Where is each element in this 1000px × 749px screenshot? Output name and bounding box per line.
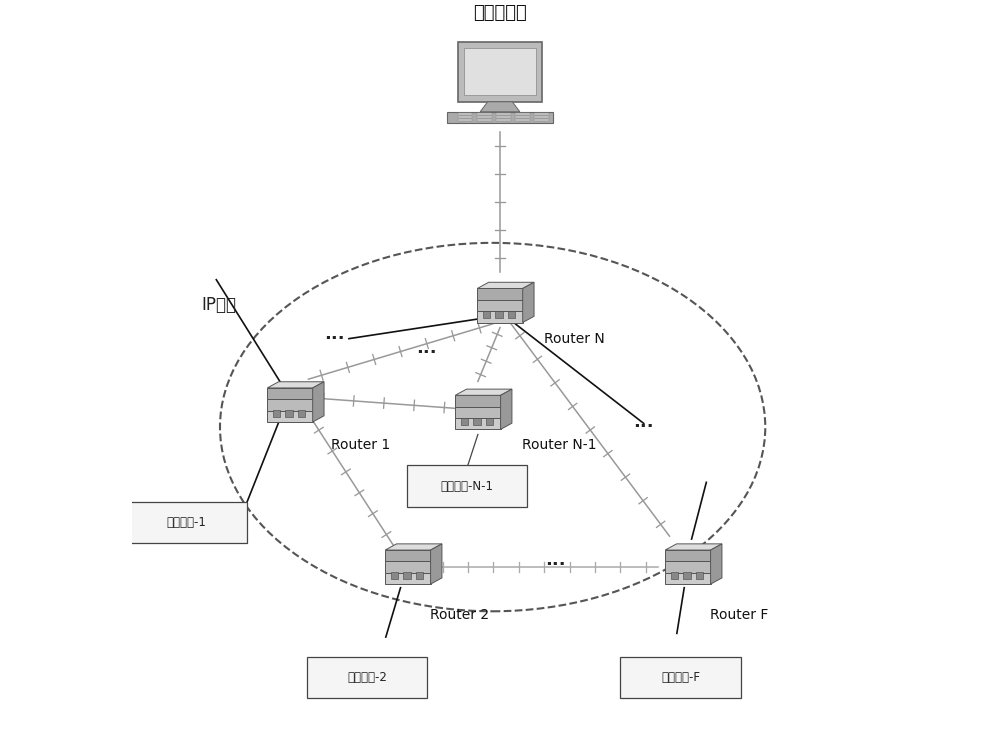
- Polygon shape: [711, 544, 722, 584]
- FancyBboxPatch shape: [696, 572, 703, 579]
- Text: IP网络: IP网络: [202, 297, 237, 315]
- FancyBboxPatch shape: [385, 550, 431, 562]
- FancyBboxPatch shape: [464, 48, 536, 95]
- Polygon shape: [313, 382, 324, 422]
- FancyBboxPatch shape: [477, 113, 492, 115]
- FancyBboxPatch shape: [671, 572, 678, 579]
- FancyBboxPatch shape: [385, 562, 431, 573]
- Polygon shape: [480, 102, 520, 112]
- FancyBboxPatch shape: [665, 573, 711, 584]
- FancyBboxPatch shape: [486, 418, 493, 425]
- Text: 测量控制台: 测量控制台: [473, 4, 527, 22]
- FancyBboxPatch shape: [496, 113, 511, 115]
- Text: ···: ···: [324, 330, 345, 348]
- FancyBboxPatch shape: [508, 311, 515, 318]
- FancyBboxPatch shape: [683, 572, 691, 579]
- FancyBboxPatch shape: [298, 410, 305, 417]
- FancyBboxPatch shape: [273, 410, 280, 417]
- Polygon shape: [431, 544, 442, 584]
- FancyBboxPatch shape: [483, 311, 490, 318]
- FancyBboxPatch shape: [385, 573, 431, 584]
- FancyBboxPatch shape: [285, 410, 293, 417]
- FancyBboxPatch shape: [447, 112, 553, 123]
- Polygon shape: [501, 389, 512, 429]
- FancyBboxPatch shape: [665, 550, 711, 562]
- FancyBboxPatch shape: [455, 418, 501, 429]
- FancyBboxPatch shape: [267, 410, 313, 422]
- Text: ···: ···: [416, 345, 437, 363]
- FancyBboxPatch shape: [458, 116, 472, 118]
- FancyBboxPatch shape: [477, 116, 492, 118]
- Text: ···: ···: [633, 418, 654, 436]
- FancyBboxPatch shape: [495, 311, 503, 318]
- FancyBboxPatch shape: [534, 119, 549, 121]
- FancyBboxPatch shape: [515, 113, 530, 115]
- FancyBboxPatch shape: [515, 116, 530, 118]
- FancyBboxPatch shape: [477, 300, 523, 311]
- Text: 测量探针-F: 测量探针-F: [661, 671, 700, 684]
- FancyBboxPatch shape: [455, 407, 501, 418]
- FancyBboxPatch shape: [403, 572, 411, 579]
- FancyBboxPatch shape: [307, 657, 427, 698]
- FancyBboxPatch shape: [515, 119, 530, 121]
- FancyBboxPatch shape: [267, 388, 313, 399]
- Text: 测量探针-N-1: 测量探针-N-1: [440, 479, 493, 493]
- FancyBboxPatch shape: [458, 42, 542, 102]
- Polygon shape: [523, 282, 534, 323]
- Text: 测量探针-2: 测量探针-2: [347, 671, 387, 684]
- Polygon shape: [267, 382, 324, 388]
- Text: Router N: Router N: [544, 332, 605, 345]
- FancyBboxPatch shape: [461, 418, 468, 425]
- FancyBboxPatch shape: [496, 119, 511, 121]
- Text: Router F: Router F: [710, 608, 768, 622]
- FancyBboxPatch shape: [416, 572, 423, 579]
- FancyBboxPatch shape: [534, 116, 549, 118]
- FancyBboxPatch shape: [534, 113, 549, 115]
- Polygon shape: [455, 389, 512, 395]
- FancyBboxPatch shape: [458, 113, 472, 115]
- Text: ···: ···: [545, 556, 566, 574]
- FancyBboxPatch shape: [473, 418, 481, 425]
- FancyBboxPatch shape: [620, 657, 741, 698]
- FancyBboxPatch shape: [267, 399, 313, 410]
- Polygon shape: [385, 544, 442, 550]
- FancyBboxPatch shape: [458, 119, 472, 121]
- Text: Router 2: Router 2: [430, 608, 489, 622]
- FancyBboxPatch shape: [477, 311, 523, 323]
- Text: 测量探针-1: 测量探针-1: [167, 516, 207, 530]
- FancyBboxPatch shape: [407, 465, 527, 506]
- FancyBboxPatch shape: [477, 288, 523, 300]
- FancyBboxPatch shape: [455, 395, 501, 407]
- FancyBboxPatch shape: [477, 119, 492, 121]
- FancyBboxPatch shape: [391, 572, 398, 579]
- Polygon shape: [477, 282, 534, 288]
- FancyBboxPatch shape: [665, 562, 711, 573]
- Text: Router 1: Router 1: [331, 438, 390, 452]
- FancyBboxPatch shape: [127, 503, 247, 544]
- Text: Router N-1: Router N-1: [522, 438, 597, 452]
- FancyBboxPatch shape: [496, 116, 511, 118]
- Polygon shape: [665, 544, 722, 550]
